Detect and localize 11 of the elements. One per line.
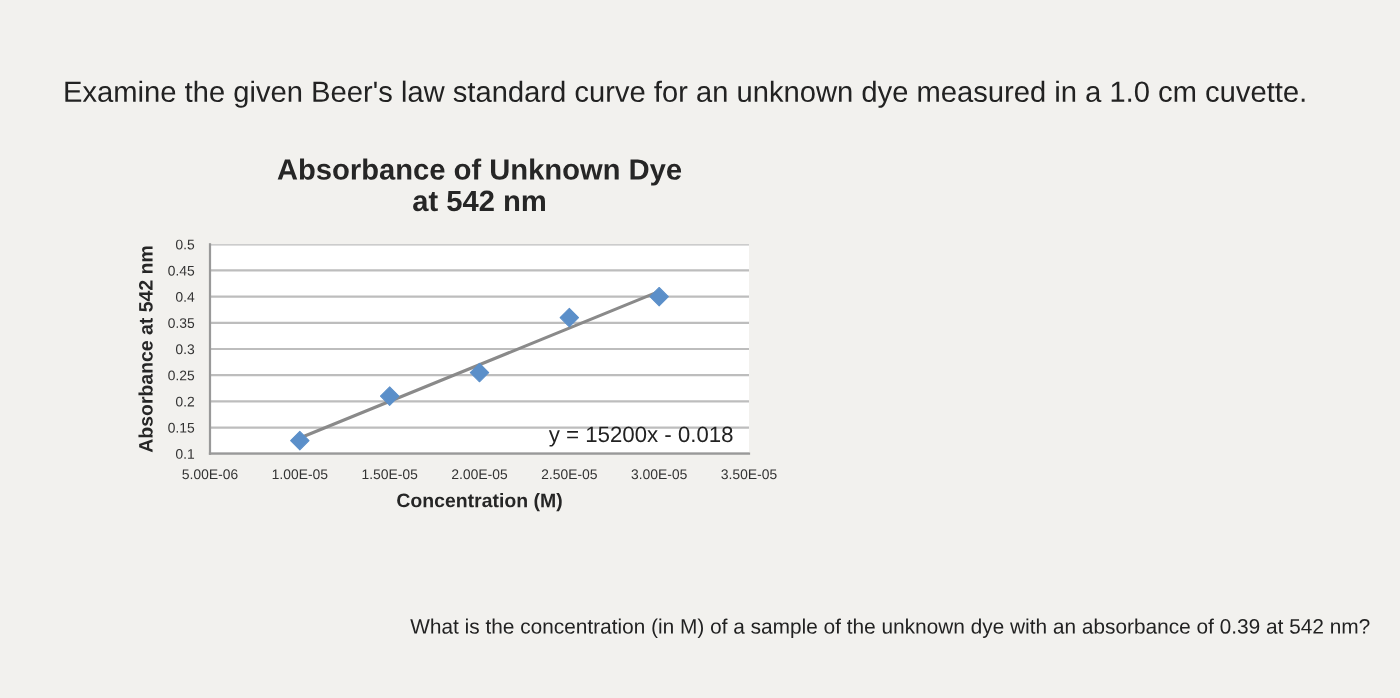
annotation: y = 15200x - 0.018 [548,426,733,447]
point [649,286,669,307]
point [379,386,400,406]
y-axis-title: Absorbance at 542 nm [138,246,153,453]
point [469,362,490,383]
chart-title: Absorbance of Unknown Dye at 542 nm [277,158,682,212]
text: What is the concentration (in M) of a sample of the unknown dye with an absorbance of 0.39 at 542 nm? [410,618,1370,638]
x-axis-title: Concentration (M) [397,493,562,512]
point [290,430,310,451]
text: Examine the given Beer's law standard curve for an unknown dye measured in a 1.0 cm cuvette. [65,80,1305,108]
point [559,307,580,328]
